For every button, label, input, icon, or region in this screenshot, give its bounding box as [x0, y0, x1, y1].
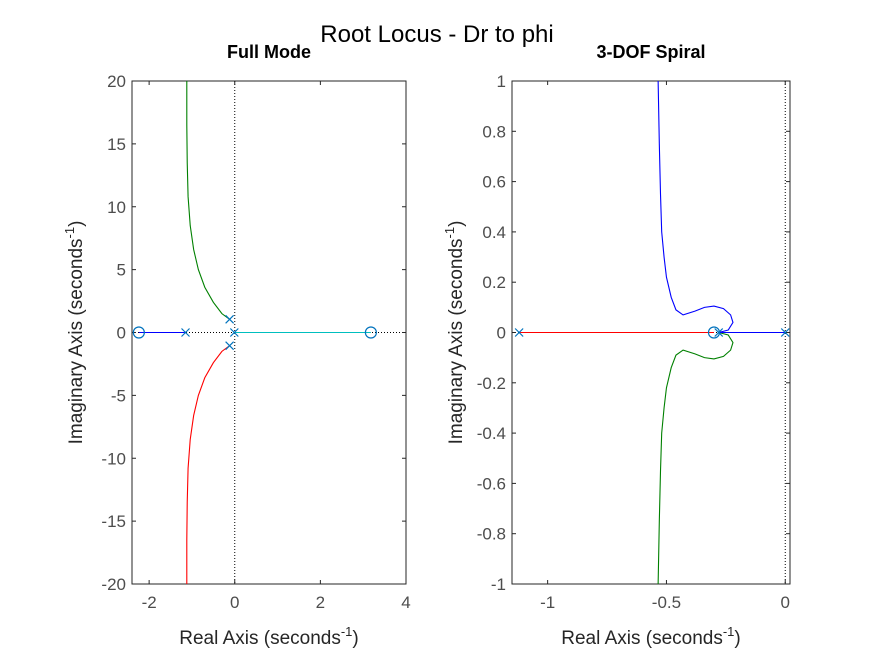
y-tick-label: 10	[107, 198, 126, 217]
zero-marker	[364, 326, 377, 339]
y-tick-label: 0.2	[482, 273, 506, 292]
figure-title: Root Locus - Dr to phi	[320, 21, 553, 48]
pole-marker	[181, 328, 190, 337]
y-tick-label: -20	[101, 575, 126, 594]
y-tick-label: 0.8	[482, 122, 506, 141]
y-tick-label: -0.6	[477, 474, 506, 493]
y-tick-label: -0.8	[477, 525, 506, 544]
subplot-title: 3-DOF Spiral	[596, 42, 705, 62]
y-tick-label: 20	[107, 72, 126, 91]
y-tick-label: -0.2	[477, 374, 506, 393]
pole-marker	[714, 328, 724, 337]
x-tick-label: 4	[401, 593, 410, 612]
pole-marker	[225, 314, 235, 324]
x-tick-label: -2	[142, 593, 157, 612]
x-tick-label: 0	[781, 593, 790, 612]
y-tick-label: 5	[117, 261, 126, 280]
y-tick-label: 0.4	[482, 223, 506, 242]
locus-branch-2	[186, 81, 230, 320]
x-tick-label: -0.5	[652, 593, 681, 612]
pole-stroke	[181, 328, 190, 337]
x-axis-label: Real Axis (seconds-1)	[561, 624, 740, 649]
zero-marker	[132, 326, 145, 339]
y-tick-label: 0	[497, 324, 506, 343]
y-tick-label: 0	[117, 324, 126, 343]
pole-stroke	[229, 328, 239, 337]
pole-stroke	[714, 328, 724, 337]
pole-stroke	[225, 341, 235, 351]
y-tick-label: 0.6	[482, 173, 506, 192]
zero-marker	[707, 326, 721, 339]
plot-2: -1 -0.5 0 1 0.8 0.6 0.4 0.2 0 -0.2 -0.4 -0.6 -0.8 -1 3…	[442, 42, 791, 649]
x-tick-label: -1	[540, 593, 555, 612]
locus-branch-3	[657, 331, 734, 585]
pole-marker	[229, 328, 239, 337]
pole-marker	[514, 328, 524, 337]
locus-branch-3	[186, 345, 230, 584]
y-axis-label: Imaginary Axis (seconds-1)	[442, 221, 467, 445]
x-tick-label: 0	[230, 593, 239, 612]
pole-stroke	[225, 314, 235, 324]
y-tick-label: -10	[101, 449, 126, 468]
y-tick-label: 1	[497, 72, 506, 91]
x-tick-label: 2	[316, 593, 325, 612]
y-tick-label: -5	[111, 386, 126, 405]
pole-stroke	[514, 328, 524, 337]
x-axis-label: Real Axis (seconds-1)	[179, 624, 358, 649]
y-axis-label: Imaginary Axis (seconds-1)	[62, 221, 87, 445]
y-tick-label: -1	[491, 575, 506, 594]
pole-stroke	[780, 328, 790, 337]
y-tick-label: -0.4	[477, 424, 506, 443]
pole-marker	[780, 328, 790, 337]
locus-branch-2	[657, 80, 734, 334]
pole-marker	[225, 341, 235, 351]
subplot-title: Full Mode	[227, 42, 311, 62]
y-tick-label: -15	[101, 512, 126, 531]
y-tick-label: 15	[107, 135, 126, 154]
